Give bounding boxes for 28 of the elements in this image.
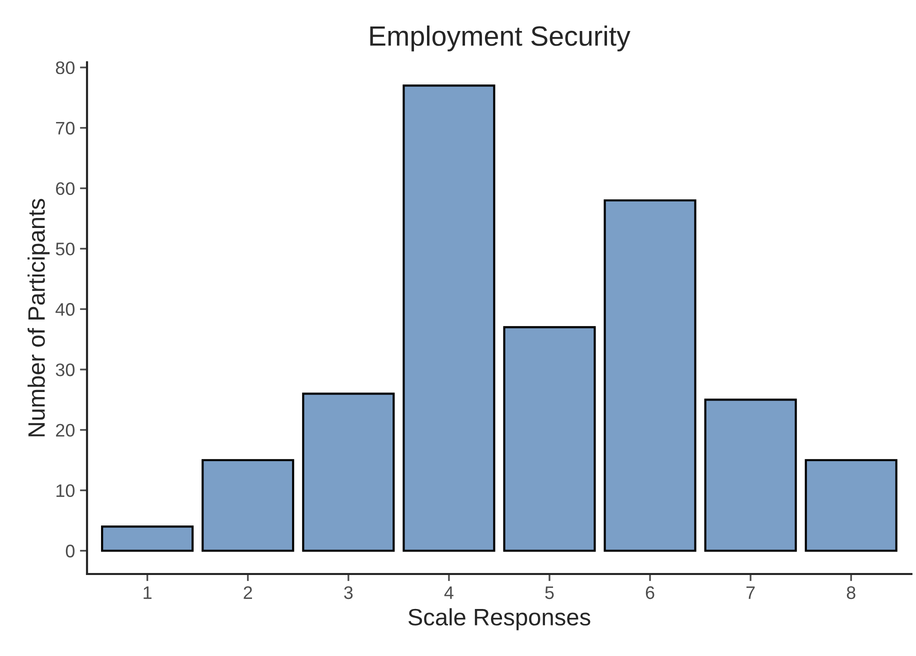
y-tick-label: 50: [56, 242, 75, 256]
bar: [604, 199, 696, 552]
y-tick-label: 20: [56, 424, 75, 437]
x-tick-label: 2: [244, 586, 252, 599]
bar: [804, 459, 898, 552]
bar: [202, 459, 294, 552]
chart-title: Employment Security: [370, 26, 630, 52]
x-tick-label: 8: [846, 586, 856, 600]
bar: [503, 326, 596, 552]
y-tick-label: 30: [56, 363, 75, 376]
bar: [704, 398, 797, 552]
x-tick-label: 7: [746, 586, 755, 599]
bar: [402, 84, 496, 552]
x-tick-label: 5: [545, 586, 554, 600]
bar: [101, 526, 194, 552]
y-tick-label: 60: [56, 182, 75, 195]
x-tick-label: 1: [144, 586, 152, 599]
bar: [302, 392, 395, 552]
x-tick-label: 3: [344, 586, 353, 600]
x-tick-label: 6: [646, 586, 654, 600]
y-axis-title: Number of Participants: [28, 198, 50, 436]
y-tick-label: 10: [56, 484, 75, 498]
y-tick-label: 70: [56, 122, 75, 135]
x-tick-label: 4: [444, 586, 454, 599]
y-tick-label: 40: [56, 303, 75, 316]
x-axis-title: Scale Responses: [408, 608, 590, 630]
y-tick-label: 80: [56, 61, 75, 74]
y-tick-label: 0: [66, 544, 75, 558]
